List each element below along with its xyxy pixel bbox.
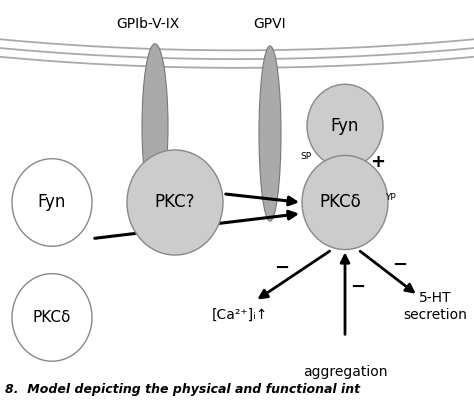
Text: aggregation: aggregation	[303, 365, 387, 379]
Circle shape	[302, 156, 388, 249]
Ellipse shape	[142, 44, 168, 208]
Text: GPVI: GPVI	[254, 17, 286, 31]
Text: 5-HT
secretion: 5-HT secretion	[403, 291, 467, 322]
Text: PKCδ: PKCδ	[33, 310, 71, 325]
Text: −: −	[274, 259, 290, 277]
Text: GPIb-V-IX: GPIb-V-IX	[117, 17, 180, 31]
Text: PKCδ: PKCδ	[319, 194, 361, 211]
Text: Fyn: Fyn	[331, 117, 359, 135]
Circle shape	[12, 159, 92, 246]
Text: PKC?: PKC?	[155, 194, 195, 211]
Text: 8.  Model depicting the physical and functional int: 8. Model depicting the physical and func…	[5, 383, 360, 396]
Text: Fyn: Fyn	[38, 194, 66, 211]
Text: −: −	[392, 256, 408, 274]
Ellipse shape	[259, 46, 281, 221]
Circle shape	[12, 274, 92, 361]
Text: [Ca²⁺]ᵢ↑: [Ca²⁺]ᵢ↑	[212, 308, 268, 322]
Text: +: +	[371, 153, 385, 171]
Circle shape	[127, 150, 223, 255]
Text: −: −	[350, 278, 365, 296]
Text: SP: SP	[301, 152, 311, 161]
Text: YP: YP	[384, 192, 395, 202]
Circle shape	[307, 84, 383, 168]
